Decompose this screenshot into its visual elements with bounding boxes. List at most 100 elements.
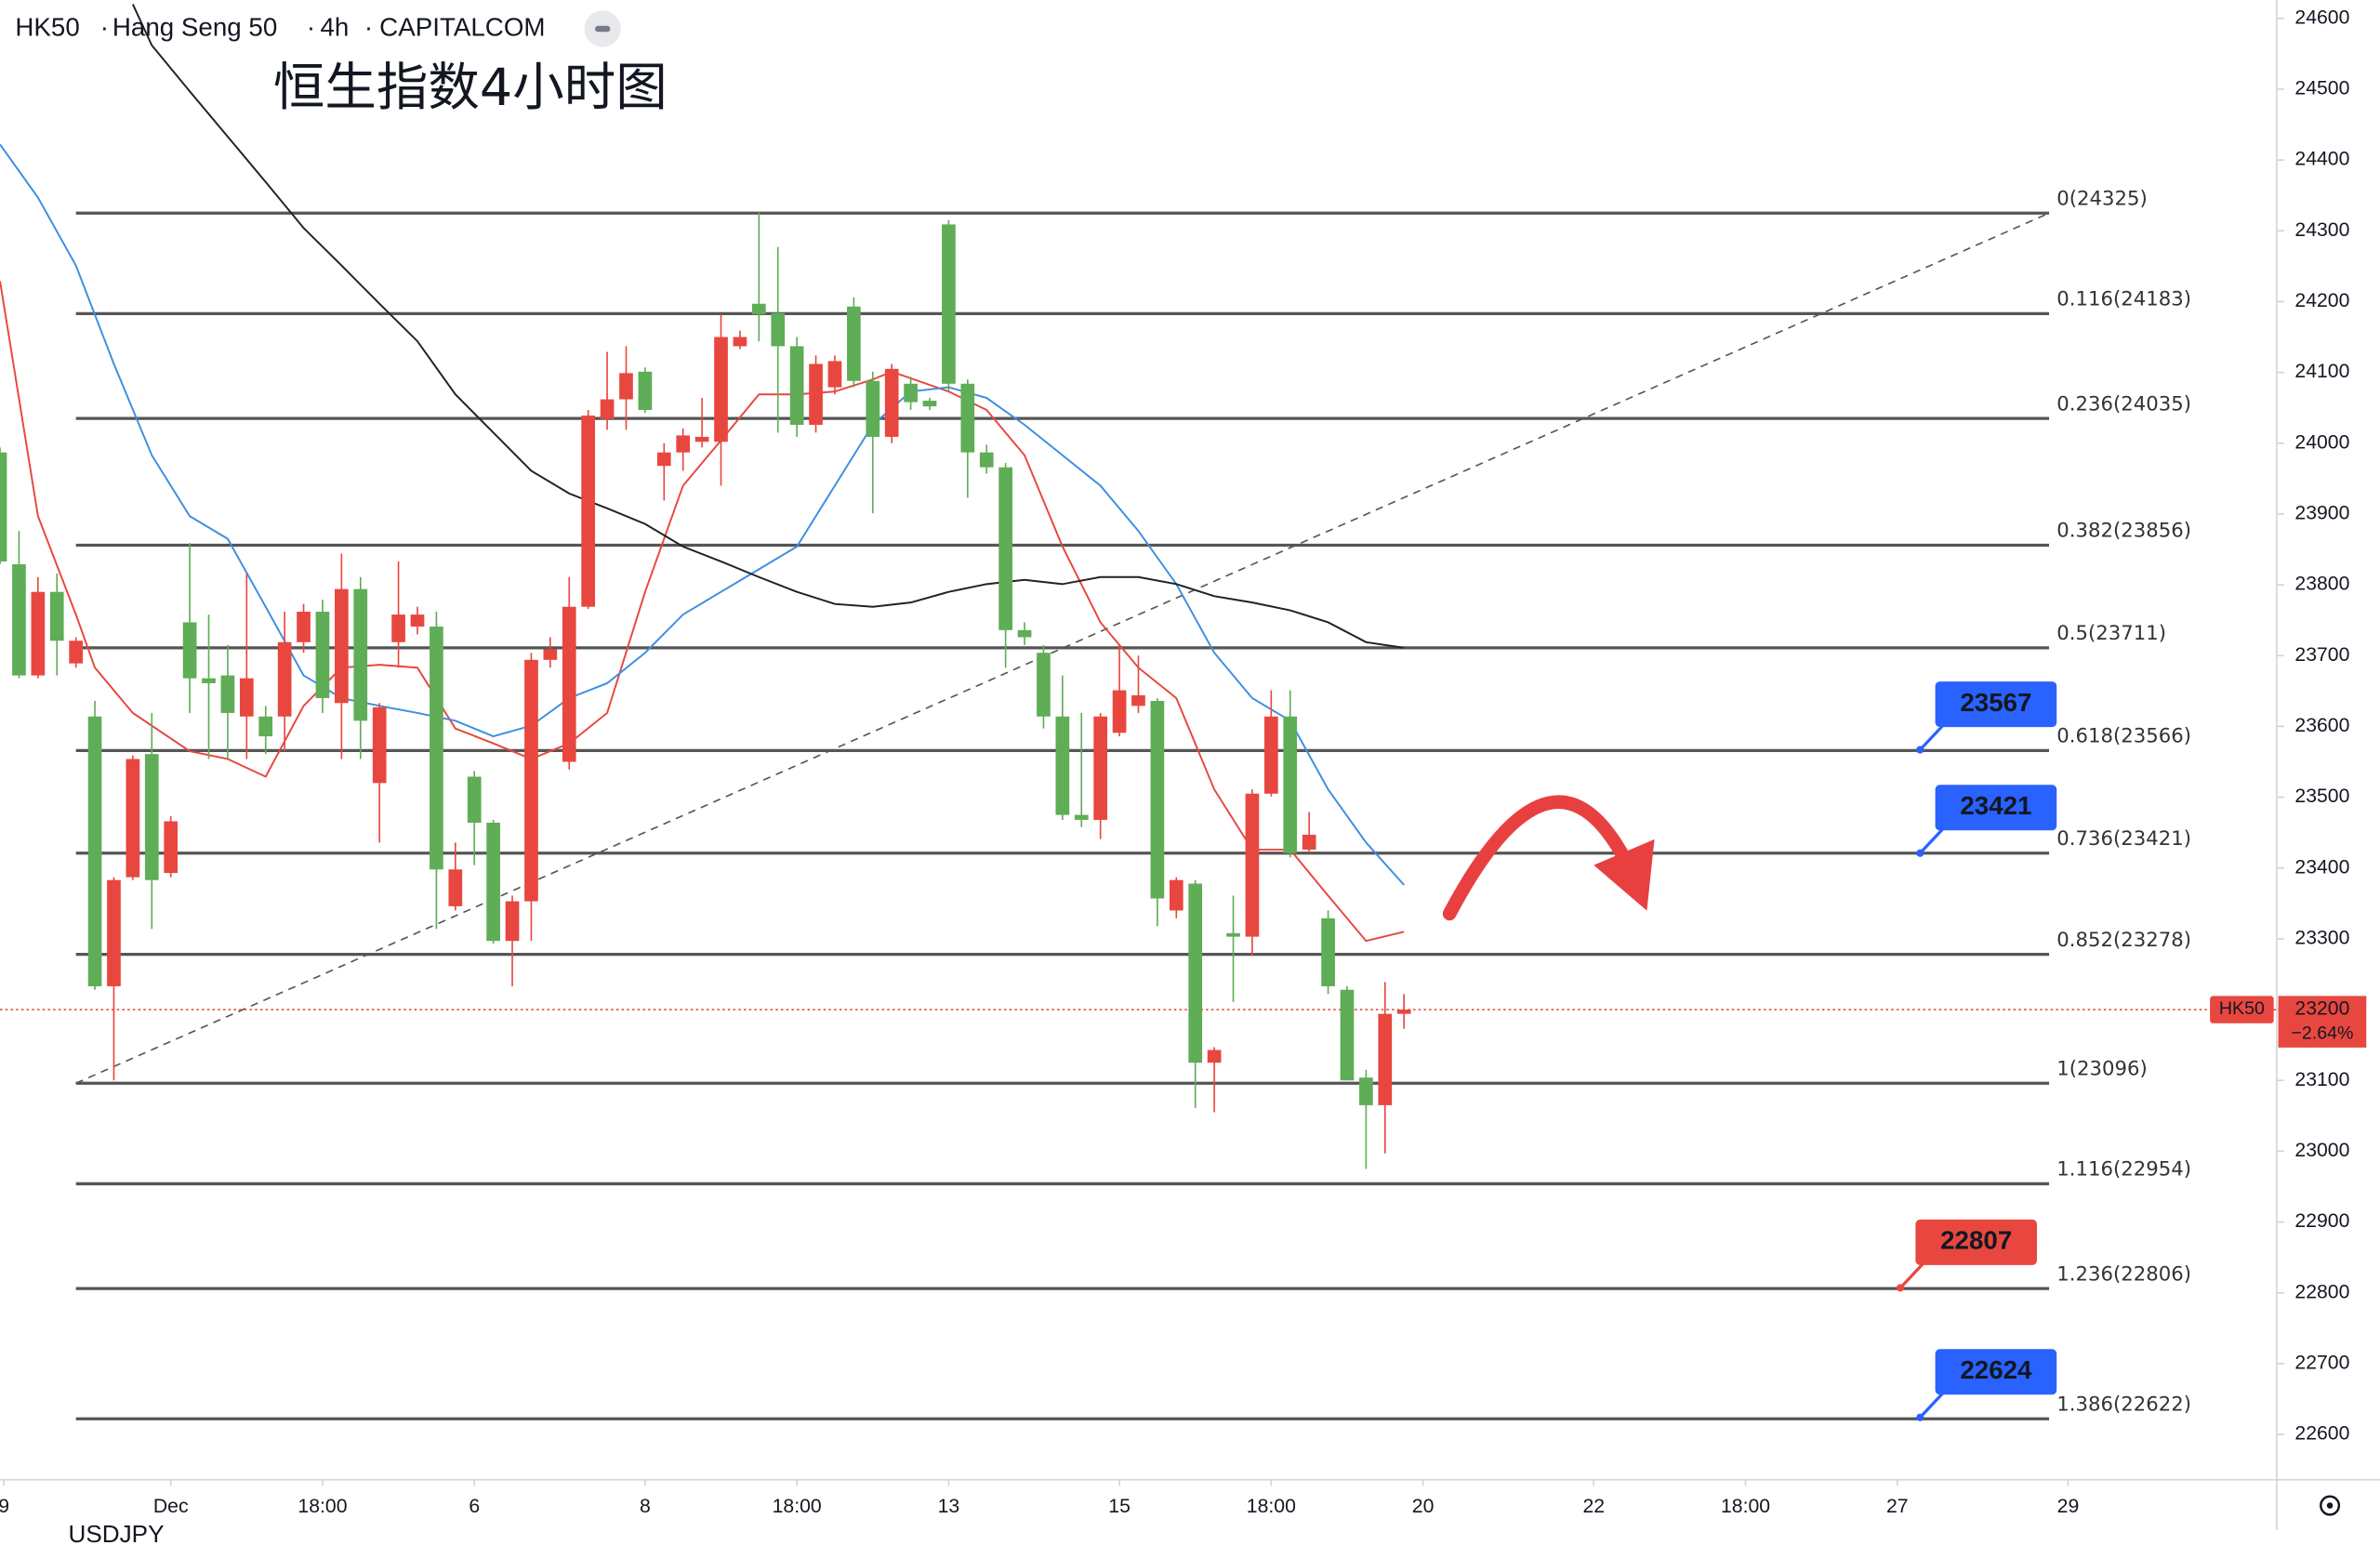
candle-body <box>372 706 387 784</box>
target-anchor <box>1916 746 1924 754</box>
fib-label: 0.618(23566) <box>2056 725 2191 748</box>
candle-body <box>1396 1010 1411 1014</box>
candle-body <box>410 614 425 627</box>
candle-body <box>144 754 159 880</box>
settings-icon[interactable] <box>2320 1495 2341 1516</box>
y-tick-label: 22700 <box>2294 1353 2349 1374</box>
y-tick-label: 23100 <box>2294 1069 2349 1090</box>
candle-body <box>1340 989 1355 1081</box>
y-tick-label: 22600 <box>2294 1423 2349 1445</box>
candle-body <box>335 588 349 704</box>
candle-body <box>960 383 975 453</box>
y-tick-label: 23400 <box>2294 856 2349 878</box>
gear-center <box>2326 1502 2334 1509</box>
y-tick-label: 24600 <box>2294 7 2349 28</box>
y-tick-label: 24100 <box>2294 361 2349 382</box>
target-label: 22624 <box>1960 1355 2032 1384</box>
candle-body <box>1150 701 1165 899</box>
x-tick-label: 13 <box>938 1496 960 1517</box>
candle-body <box>1188 883 1203 1063</box>
candle-body <box>467 776 482 824</box>
candle-body <box>904 383 918 403</box>
candle-body <box>942 224 956 384</box>
candle-body <box>1112 690 1127 733</box>
y-tick-label: 23500 <box>2294 786 2349 807</box>
target-label: 23567 <box>1960 688 2031 717</box>
target-box <box>1915 1219 2037 1265</box>
candle-body <box>486 823 500 942</box>
symbol-name: Hang Seng 50 <box>112 12 277 41</box>
x-tick-label: 8 <box>640 1496 651 1517</box>
forecast-arrow <box>1442 795 1639 921</box>
source: CAPITALCOM <box>379 12 545 41</box>
forecast-arrowhead <box>1593 839 1655 911</box>
separator: · <box>100 12 109 41</box>
target-pointer <box>1919 825 1946 854</box>
x-tick-label: 18:00 <box>1721 1496 1770 1517</box>
fib-label: 0.236(24035) <box>2056 392 2191 416</box>
fib-label: 1(23096) <box>2056 1058 2148 1081</box>
candle-body <box>391 614 405 642</box>
candle-body <box>31 591 46 676</box>
candle-body <box>694 436 709 442</box>
target-anchor <box>1916 849 1924 857</box>
fib-label: 0.736(23421) <box>2056 827 2191 851</box>
candle-body <box>239 678 254 717</box>
fib-label: 0.116(24183) <box>2056 288 2191 311</box>
fib-label: 0(24325) <box>2056 188 2148 211</box>
chart-title: 恒生指数4小时图 <box>273 58 668 118</box>
candle-body <box>714 337 728 442</box>
candle-body <box>619 373 633 400</box>
candle-body <box>315 612 330 698</box>
candle-body <box>448 869 463 906</box>
x-tick-label: Dec <box>153 1496 189 1517</box>
fib-label: 0.5(23711) <box>2056 622 2166 645</box>
candle-body <box>202 678 216 683</box>
candle-body <box>638 371 653 410</box>
fib-label: 0.852(23278) <box>2056 929 2191 952</box>
x-tick-label: 20 <box>1412 1496 1435 1517</box>
target-box <box>1935 1349 2057 1395</box>
candle-body <box>1207 1050 1222 1063</box>
candle-body <box>827 361 842 388</box>
candle-body <box>998 467 1012 630</box>
candle-body <box>69 640 84 664</box>
y-tick-label: 23700 <box>2294 644 2349 666</box>
interval: 4h <box>321 12 350 41</box>
candle-body <box>733 337 747 347</box>
candle-body <box>1055 716 1070 815</box>
candle-body <box>1378 1013 1393 1105</box>
candle-body <box>1302 834 1316 850</box>
x-tick-label: 9 <box>0 1496 9 1517</box>
candle-body <box>866 380 880 437</box>
candle-body <box>600 399 615 419</box>
candle-body <box>1283 716 1298 853</box>
y-tick-label: 24400 <box>2294 149 2349 170</box>
candle-body <box>1321 918 1335 986</box>
x-tick-label: 15 <box>1108 1496 1130 1517</box>
candle-body <box>1093 716 1108 820</box>
x-tick-label: 27 <box>1886 1496 1909 1517</box>
candle-body <box>789 346 804 425</box>
target-anchor <box>1896 1284 1905 1292</box>
candle-body <box>87 716 102 986</box>
x-tick-label: 18:00 <box>298 1496 347 1517</box>
y-tick-label: 23300 <box>2294 928 2349 949</box>
moving-average <box>0 281 1405 943</box>
x-tick-label: 6 <box>469 1496 480 1517</box>
candle-body <box>182 622 197 679</box>
target-pointer <box>1919 1390 1946 1419</box>
x-tick-label: 18:00 <box>773 1496 822 1517</box>
moving-average <box>0 143 1405 886</box>
y-tick-label: 23600 <box>2294 715 2349 736</box>
fib-label: 0.382(23856) <box>2056 520 2191 543</box>
target-anchor <box>1916 1413 1924 1421</box>
candle-body <box>543 649 558 660</box>
watermark: USDJPY <box>68 1520 164 1545</box>
separator: · <box>307 12 315 41</box>
candle-body <box>505 901 520 942</box>
candle-body <box>1359 1077 1373 1105</box>
symbol-badge <box>2210 996 2274 1023</box>
